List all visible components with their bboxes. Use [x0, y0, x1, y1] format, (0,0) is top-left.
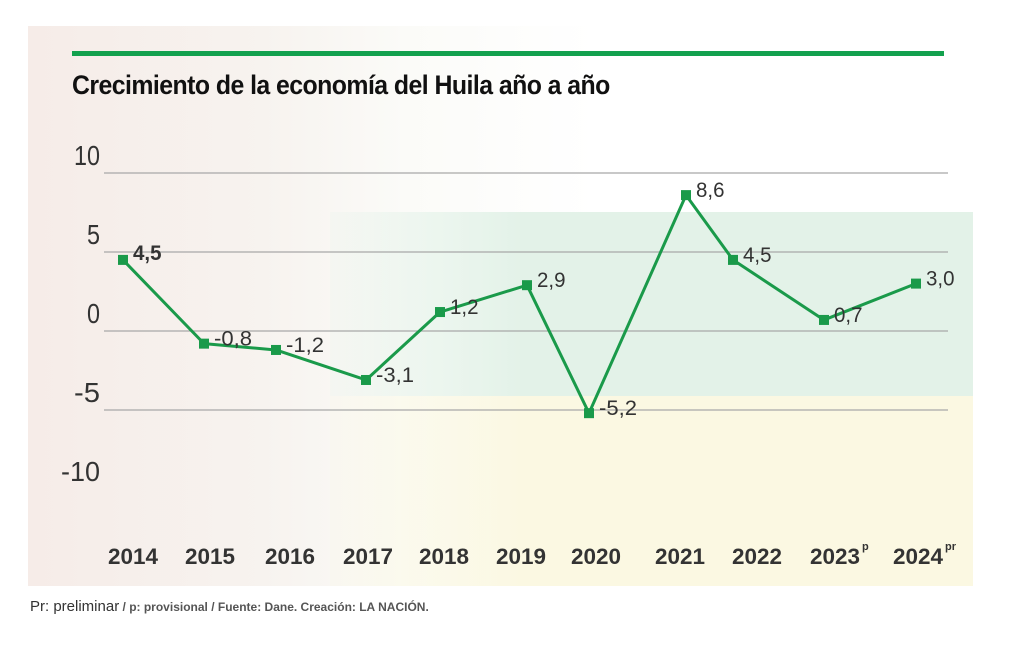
x-tick-label: 2018 [419, 544, 469, 569]
x-tick-superscript: pr [945, 541, 957, 553]
data-point [819, 314, 829, 325]
data-label: 3,0 [926, 268, 955, 291]
background-band-yellow [330, 396, 973, 586]
x-tick-label: 2016 [265, 544, 315, 569]
data-label: 0,7 [834, 304, 863, 327]
y-tick-label: -10 [61, 456, 100, 487]
x-tick-label: 2019 [496, 544, 546, 569]
chart-title: Crecimiento de la economía del Huila año… [72, 70, 610, 100]
x-tick-label: 2015 [185, 544, 235, 569]
y-tick-label: -5 [74, 377, 100, 408]
data-label: -5,2 [599, 397, 637, 420]
x-tick-label: 2021 [655, 544, 705, 569]
data-point [361, 374, 371, 385]
data-label: -0,8 [214, 328, 252, 351]
data-point [435, 307, 445, 318]
data-label: -3,1 [376, 364, 414, 387]
x-tick-superscript: p [862, 541, 869, 553]
x-tick-label: 2017 [343, 544, 393, 569]
x-tick-label: 2023 [810, 544, 860, 569]
footer-note: Pr: preliminar / p: provisional / Fuente… [30, 598, 429, 615]
data-label: 8,6 [696, 179, 725, 202]
data-label: 1,2 [450, 296, 479, 319]
y-tick-label: 10 [74, 140, 100, 171]
data-label: 4,5 [743, 244, 772, 267]
x-tick-label: 2022 [732, 544, 782, 569]
x-tick-label: 2020 [571, 544, 621, 569]
data-point [118, 254, 128, 265]
data-point [584, 408, 594, 419]
data-point [199, 338, 209, 349]
data-label: 4,5 [133, 242, 162, 265]
data-point [728, 254, 738, 265]
footer-main: Pr: preliminar [30, 598, 120, 615]
y-tick-label: 5 [87, 219, 100, 250]
x-tick-label: 2024 [893, 544, 944, 569]
data-point [911, 278, 921, 289]
data-label: -1,2 [286, 334, 324, 357]
data-point [681, 190, 691, 201]
data-point [271, 344, 281, 355]
series-line [121, 193, 917, 415]
data-point [522, 280, 532, 291]
y-tick-label: 0 [87, 298, 100, 329]
x-tick-label: 2014 [108, 544, 159, 569]
data-label: 2,9 [537, 269, 566, 292]
title-accent-bar [72, 51, 944, 56]
footer-source: / p: provisional / Fuente: Dane. Creació… [119, 600, 429, 614]
